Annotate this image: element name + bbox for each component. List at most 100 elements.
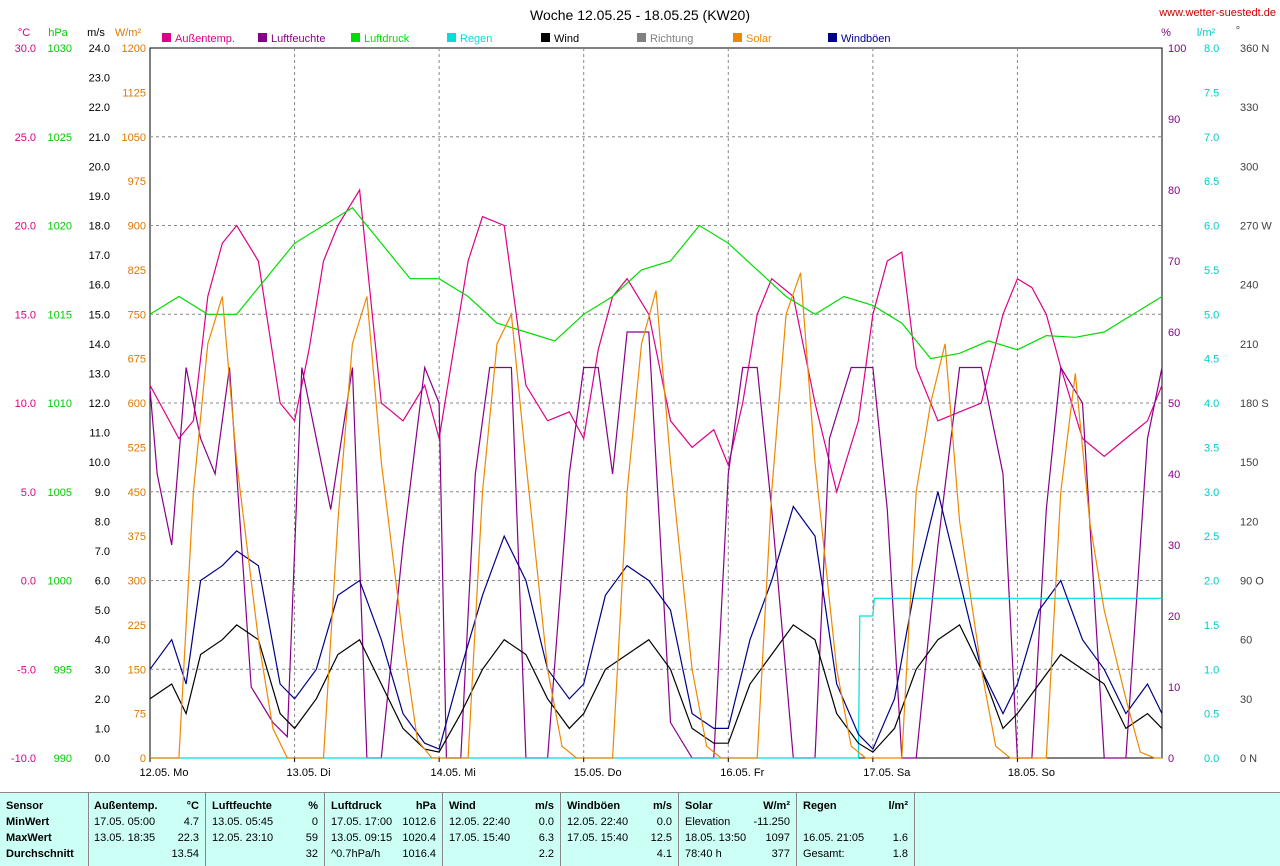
axis-tick-wind: 20.0	[89, 161, 110, 173]
stats-solar-elevation: -11.250	[753, 816, 791, 828]
stats-col-temp: Außentemp. °C 17.05. 05:00 4.7 13.05. 18:3…	[88, 793, 206, 866]
axis-tick-temp: 0.0	[21, 576, 36, 588]
axis-tick-direction: 330	[1240, 102, 1258, 114]
stats-gust-min-time: 12.05. 22:40	[567, 816, 629, 828]
legend-label: Windböen	[841, 33, 891, 45]
stats-rain-max-time: 16.05. 21:05	[803, 832, 865, 844]
x-axis-label: 13.05. Di	[287, 767, 331, 779]
stats-wind-min-time: 12.05. 22:40	[449, 816, 511, 828]
axis-tick-rain: 4.5	[1204, 354, 1219, 366]
legend-swatch	[828, 33, 837, 42]
axis-tick-solar: 825	[128, 265, 146, 277]
stats-press-unit: hPa	[415, 800, 436, 812]
axis-tick-rain: 6.5	[1204, 176, 1219, 188]
legend-label: Regen	[460, 33, 492, 45]
statistics-table: Sensor MinWert MaxWert Durchschnitt Auße…	[0, 792, 1280, 866]
axis-tick-humidity: 100	[1168, 43, 1186, 55]
axis-tick-direction: 30	[1240, 694, 1252, 706]
axis-tick-solar: 225	[128, 620, 146, 632]
axis-tick-direction: 60	[1240, 635, 1252, 647]
stats-gust-unit: m/s	[653, 800, 672, 812]
stats-rain-total-label: Gesamt:	[803, 848, 845, 860]
axis-tick-wind: 7.0	[95, 546, 110, 558]
stats-wind-header: Wind	[449, 800, 476, 812]
axis-tick-humidity: 50	[1168, 398, 1180, 410]
axis-tick-wind: 9.0	[95, 487, 110, 499]
axis-tick-pressure: 1020	[48, 221, 72, 233]
stats-col-rain: Regen l/m² 16.05. 21:05 1.6 Gesamt: 1.8	[797, 793, 915, 866]
axis-tick-rain: 8.0	[1204, 43, 1219, 55]
stats-col-sensor: Sensor MinWert MaxWert Durchschnitt	[0, 793, 89, 866]
stats-gust-max-time: 17.05. 15:40	[567, 832, 629, 844]
stats-press-min-time: 17.05. 17:00	[331, 816, 393, 828]
axis-tick-wind: 11.0	[89, 428, 110, 440]
axis-tick-wind: 23.0	[89, 73, 110, 85]
axis-tick-direction: 270 W	[1240, 221, 1272, 233]
chart-title: Woche 12.05.25 - 18.05.25 (KW20)	[530, 7, 750, 23]
axis-tick-solar: 1125	[122, 87, 146, 99]
x-axis-label: 18.05. So	[1008, 767, 1055, 779]
series-line-wind	[149, 624, 1163, 753]
axis-tick-wind: 14.0	[89, 339, 110, 351]
stats-col-humidity: Luftfeuchte% 13.05. 05:45 0 12.05. 23:10 5…	[206, 793, 325, 866]
x-axis-label: 16.05. Fr	[720, 767, 764, 779]
legend-swatch	[258, 33, 267, 42]
stats-press-trend: ^0.7hPa/h	[331, 848, 381, 860]
legend-label: Luftdruck	[364, 33, 410, 45]
axis-tick-direction: 210	[1240, 339, 1258, 351]
stats-solar-avg: 377	[771, 848, 790, 860]
stats-avg-label: Durchschnitt	[6, 848, 74, 860]
stats-hum-min-time: 13.05. 05:45	[212, 816, 274, 828]
axis-tick-rain: 2.0	[1204, 576, 1219, 588]
axis-tick-solar: 750	[128, 309, 146, 321]
axis-tick-wind: 24.0	[89, 43, 110, 55]
axis-tick-pressure: 995	[54, 664, 72, 676]
axis-unit-humidity: %	[1161, 27, 1171, 39]
x-axis-label: 12.05. Mo	[140, 767, 189, 779]
axis-tick-wind: 10.0	[89, 457, 110, 469]
stats-gust-min: 0.0	[656, 816, 672, 828]
series-line-luftfeuchte	[149, 331, 1163, 759]
axis-tick-direction: 0 N	[1240, 753, 1257, 765]
axis-tick-wind: 4.0	[95, 635, 110, 647]
axis-unit-rain: l/m²	[1197, 27, 1216, 39]
axis-tick-rain: 6.0	[1204, 221, 1219, 233]
x-axis-label: 17.05. Sa	[863, 767, 911, 779]
axis-tick-solar: 675	[128, 354, 146, 366]
axis-tick-pressure: 1030	[48, 43, 72, 55]
axis-tick-wind: 5.0	[95, 605, 110, 617]
x-axis-label: 15.05. Do	[574, 767, 622, 779]
site-label[interactable]: www.wetter-suestedt.de	[1158, 7, 1276, 19]
axis-tick-solar: 975	[128, 176, 146, 188]
legend-swatch	[733, 33, 742, 42]
stats-temp-min-time: 17.05. 05:00	[94, 816, 156, 828]
axis-tick-temp: 20.0	[15, 221, 36, 233]
axis-tick-wind: 21.0	[89, 132, 110, 144]
axis-tick-direction: 90 O	[1240, 576, 1264, 588]
stats-solar-max: 1097	[765, 832, 790, 844]
stats-wind-avg: 2.2	[538, 848, 554, 860]
axis-tick-direction: 360 N	[1240, 43, 1269, 55]
axis-tick-wind: 1.0	[95, 723, 110, 735]
stats-press-min: 1012.6	[402, 816, 436, 828]
series-line-luftdruck	[149, 207, 1163, 360]
stats-col-pressure: Luftdruck hPa 17.05. 17:00 1012.6 13.05. 0…	[325, 793, 443, 866]
series-line-au-entemp-	[149, 188, 1163, 495]
legend-label: Wind	[554, 33, 579, 45]
stats-wind-max-time: 17.05. 15:40	[449, 832, 511, 844]
axis-tick-rain: 3.0	[1204, 487, 1219, 499]
axis-tick-humidity: 60	[1168, 327, 1180, 339]
axis-tick-rain: 0.0	[1204, 753, 1219, 765]
stats-temp-max: 22.3	[177, 832, 199, 844]
axis-tick-humidity: 0	[1168, 753, 1174, 765]
stats-hum-max-time: 12.05. 23:10	[212, 832, 274, 844]
axis-tick-pressure: 1005	[48, 487, 72, 499]
stats-hum-avg: 32	[305, 848, 318, 860]
axis-tick-humidity: 10	[1168, 682, 1180, 694]
stats-wind-min: 0.0	[538, 816, 554, 828]
axis-tick-solar: 900	[128, 221, 146, 233]
axis-unit-wind: m/s	[87, 27, 105, 39]
axis-tick-wind: 12.0	[89, 398, 110, 410]
axis-tick-rain: 1.0	[1204, 664, 1219, 676]
axis-tick-pressure: 1015	[48, 309, 72, 321]
